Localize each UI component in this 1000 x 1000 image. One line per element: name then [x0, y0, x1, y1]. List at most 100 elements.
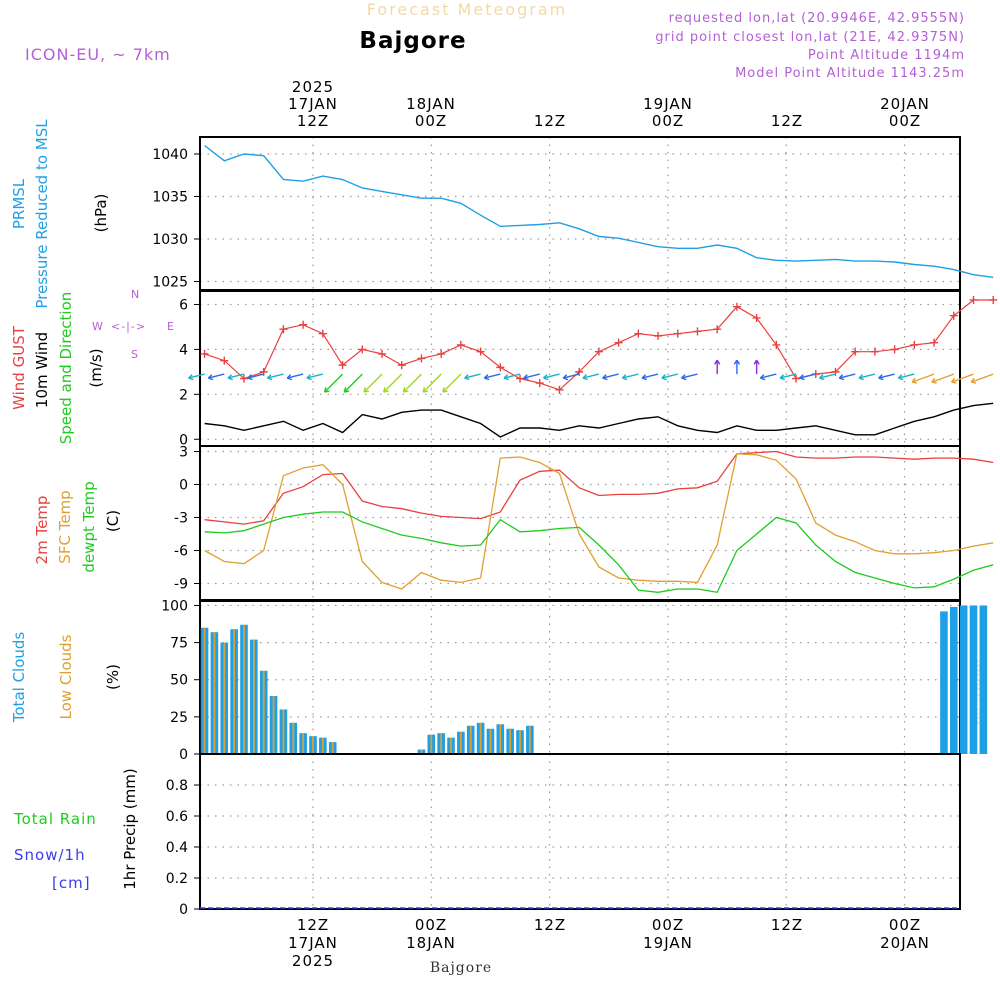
wind-gust-marker — [239, 374, 248, 383]
wind-gust-line — [204, 299, 994, 391]
grid-point-coords: grid point closest lon,lat (21E, 42.9375… — [655, 30, 965, 45]
wind-gust-marker — [220, 356, 229, 365]
wind-gust-marker — [792, 374, 801, 383]
y-tick-label: 0.8 — [166, 778, 188, 794]
wind-direction-arrow — [442, 373, 462, 393]
wind-gust-marker — [378, 349, 387, 358]
wind-gust-marker — [614, 338, 623, 347]
wind-direction-arrow — [227, 373, 245, 381]
low-cloud-bar — [312, 736, 314, 754]
wind-direction-arrow — [503, 373, 521, 381]
wind-direction-arrow — [970, 373, 994, 384]
y-tick-label: 1040 — [152, 147, 188, 163]
panel-frame — [199, 445, 961, 601]
compass-n: N — [131, 288, 139, 301]
bottom-hour-label-2: 12Z — [534, 916, 566, 934]
temp-unit: (C) — [104, 510, 122, 532]
compass-rose: W E N S <-|-> — [92, 288, 174, 361]
temp-2m-label: 2m Temp — [33, 496, 51, 565]
wind-gust-marker — [496, 363, 505, 372]
temp-sfc-label: SFC Temp — [56, 490, 74, 563]
wind-direction-arrow — [753, 359, 760, 375]
y-tick-label: 25 — [170, 710, 188, 726]
wind-gust-marker — [594, 347, 603, 356]
wind-direction-arrow — [818, 373, 836, 381]
wind-direction-arrow — [911, 373, 935, 384]
wind-gust-marker — [338, 361, 347, 370]
wind-direction-arrow — [621, 373, 639, 381]
pressure-unit: (hPa) — [92, 194, 110, 233]
wind-direction-arrow — [858, 373, 876, 381]
y-tick-label: 1030 — [152, 232, 188, 248]
bottom-date-label-3: 19JAN — [643, 934, 693, 952]
panel-frame — [199, 753, 961, 910]
wind-gust-marker — [673, 329, 682, 338]
wind-direction-arrow — [714, 359, 721, 375]
precip-panel: 0 0.2 0.4 0.6 0.8 — [166, 753, 961, 918]
wind-gust-marker — [456, 340, 465, 349]
model-point-altitude: Model Point Altitude 1143.25m — [735, 66, 965, 81]
low-cloud-bar — [519, 730, 521, 754]
wind-gust-marker — [397, 361, 406, 370]
wind-gust-marker — [969, 295, 978, 304]
low-cloud-bar — [450, 737, 452, 754]
wind-direction-arrow — [897, 373, 915, 381]
y-tick-label: 0 — [179, 478, 188, 494]
bottom-time-axis: 12Z 17JAN 2025 00Z 18JAN 12Z 00Z 19JAN 1… — [288, 916, 929, 976]
low-cloud-bar — [469, 725, 472, 754]
location-title: Bajgore — [359, 28, 466, 54]
top-hour-label-5: 00Z — [889, 112, 921, 130]
low-cloud-bar — [440, 733, 443, 754]
top-date-label-5: 20JAN — [880, 95, 930, 113]
y-tick-label: 0.6 — [166, 809, 188, 825]
wind-direction-arrow — [383, 373, 403, 393]
wind-gust-marker — [476, 347, 485, 356]
total-cloud-bar — [940, 611, 948, 754]
low-cloud-bar — [499, 724, 502, 754]
top-date-label-0: 17JAN — [288, 95, 338, 113]
wind-direction-arrow — [641, 373, 659, 381]
wind-direction-arrow — [542, 373, 560, 381]
chart-title-faint: Forecast Meteogram — [367, 0, 567, 19]
wind-direction-arrow — [799, 373, 816, 381]
top-hour-label-4: 12Z — [771, 112, 803, 130]
low-clouds-label: Low Clouds — [57, 634, 75, 719]
wind-direction-arrow — [733, 359, 741, 375]
low-cloud-bar — [420, 749, 423, 754]
low-cloud-bar — [430, 734, 433, 754]
temp-dewpt-line — [204, 511, 994, 594]
wind-gust-marker — [713, 325, 722, 334]
wind-direction-arrow — [562, 373, 580, 381]
low-cloud-bar — [489, 728, 492, 754]
low-cloud-bar — [302, 733, 305, 754]
wind-direction-arrow — [523, 373, 540, 381]
wind-gust-marker — [890, 345, 899, 354]
wind-gust-marker — [516, 374, 525, 383]
y-tick-label: 0 — [179, 747, 188, 763]
wind-direction-arrow — [323, 373, 344, 393]
temperature-panel: -9 -6 -3 0 3 — [174, 445, 994, 601]
wind-direction-arrow — [464, 373, 481, 381]
wind-gust-marker — [200, 349, 209, 358]
bottom-location-label: Bajgore — [430, 960, 492, 976]
top-date-label-1: 18JAN — [406, 95, 456, 113]
top-hour-label-3: 00Z — [652, 112, 684, 130]
pressure-label-1: PRMSL — [10, 178, 28, 229]
clouds-panel: 0 25 50 75 100 — [161, 598, 988, 763]
wind-gust-marker — [279, 325, 288, 334]
requested-coords: requested lon,lat (20.9946E, 42.9555N) — [669, 11, 965, 26]
bottom-year-label: 2025 — [292, 952, 334, 970]
wind-gust-marker — [535, 379, 544, 388]
low-cloud-bar — [509, 728, 512, 754]
wind-gust-marker — [299, 320, 308, 329]
top-date-label-3: 19JAN — [643, 95, 693, 113]
compass-w: W — [92, 320, 103, 333]
wind-gust-marker — [358, 345, 367, 354]
wind-gust-marker — [732, 302, 741, 311]
snow-label: Snow/1h — [14, 846, 86, 864]
wind-gust-marker — [318, 329, 327, 338]
bottom-date-label-0: 17JAN — [288, 934, 338, 952]
temp-sfc-line — [204, 453, 994, 590]
top-hour-label-0: 12Z — [297, 112, 329, 130]
y-tick-label: 0 — [179, 902, 188, 918]
